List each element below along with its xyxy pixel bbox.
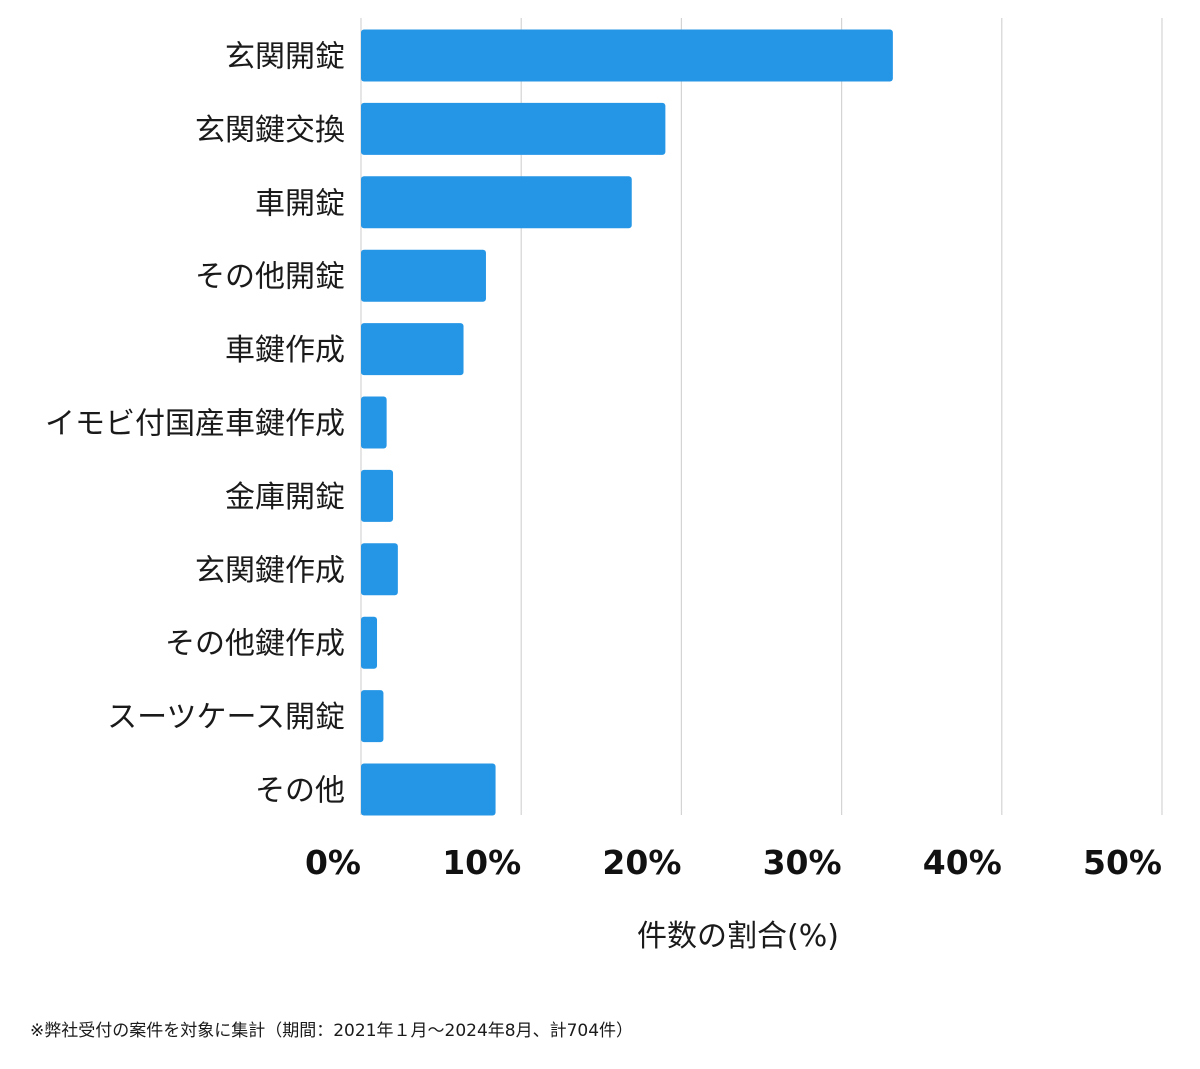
bar-7 [361,543,398,596]
category-label-6: 金庫開錠 [225,480,345,515]
bar-6 [361,469,394,522]
x-axis-title: 件数の割合(%) [637,919,839,954]
bar-8 [361,616,378,669]
bar-5 [361,396,387,449]
category-label-2: 車開錠 [255,186,345,221]
bars [361,29,893,816]
category-label-8: その他鍵作成 [165,627,345,662]
x-tick-label-0: 0% [305,843,361,882]
x-tick-label-50: 50% [1083,843,1162,882]
category-labels: 玄関開錠玄関鍵交換車開錠その他開錠車鍵作成イモビ付国産車鍵作成金庫開錠玄関鍵作成… [45,40,345,809]
category-label-4: 車鍵作成 [225,333,345,368]
bar-1 [361,102,666,155]
bar-2 [361,176,632,229]
bar-3 [361,249,486,302]
bar-4 [361,323,464,376]
bar-9 [361,690,384,743]
x-tick-labels: 0% 10% 20% 30% 40% 50% [305,843,1162,882]
category-label-0: 玄関開錠 [225,40,345,75]
category-label-5: イモビ付国産車鍵作成 [45,407,345,442]
footnote: ※弊社受付の案件を対象に集計（期間：2021年１月〜2024年8月、計704件） [30,1021,634,1041]
bar-0 [361,29,893,82]
category-label-7: 玄関鍵作成 [195,553,345,588]
x-tick-label-20: 20% [602,843,681,882]
category-label-1: 玄関鍵交換 [195,113,345,148]
x-tick-label-40: 40% [923,843,1002,882]
category-label-3: その他開錠 [195,260,345,295]
x-tick-label-10: 10% [442,843,521,882]
bar-chart: 玄関開錠玄関鍵交換車開錠その他開錠車鍵作成イモビ付国産車鍵作成金庫開錠玄関鍵作成… [45,18,1163,954]
category-label-9: スーツケース開錠 [107,700,345,735]
category-label-10: その他 [255,774,345,809]
bar-10 [361,763,496,816]
x-tick-label-30: 30% [763,843,842,882]
